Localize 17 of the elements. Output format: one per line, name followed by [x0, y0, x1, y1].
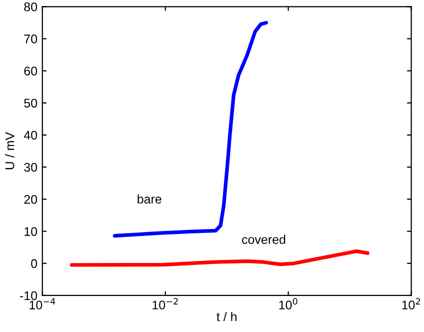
y-tick-label: 60	[24, 66, 38, 76]
x-axis-title: t / h	[216, 312, 236, 322]
y-tick-label: 70	[24, 34, 38, 44]
y-tick-label: 40	[24, 130, 38, 140]
text: bare	[138, 194, 162, 204]
y-tick-label: -10	[20, 291, 38, 300]
x-tick-label: 10$^{−2}$	[152, 298, 178, 310]
y-tick-label: 30	[24, 162, 38, 172]
y-axis-title: U / mV	[5, 132, 14, 170]
y-tick-label: 10	[24, 227, 38, 236]
y-tick-label: 20	[24, 195, 38, 204]
x-tick-label: 10$^{0}$	[279, 298, 298, 310]
series-label: covered	[242, 234, 286, 244]
y-tick-label: 0	[31, 259, 38, 268]
x-tick-label: 10$^{2}$	[402, 298, 420, 310]
y-tick-label: 50	[24, 98, 38, 108]
y-tick-label: 80	[24, 2, 38, 12]
